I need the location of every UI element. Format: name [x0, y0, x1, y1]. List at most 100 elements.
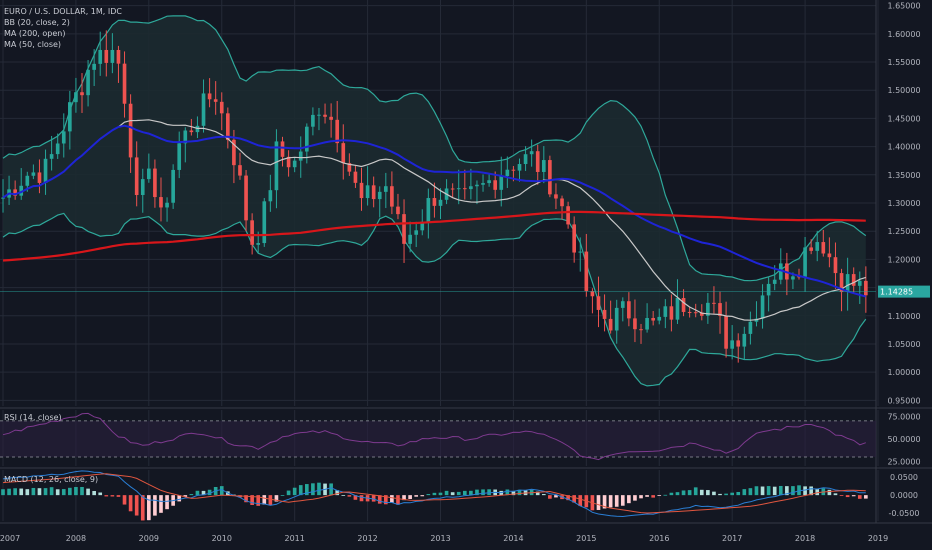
- candle-body: [250, 220, 254, 245]
- candle-body: [469, 186, 473, 190]
- macd-histogram-bar: [554, 495, 558, 498]
- candle-body: [864, 280, 868, 296]
- macd-histogram-bar: [712, 491, 716, 496]
- candle-body: [49, 154, 54, 159]
- macd-histogram-bar: [390, 495, 394, 503]
- rsi-legend: RSI (14, close): [4, 412, 62, 423]
- macd-histogram-bar: [602, 495, 607, 509]
- candle-body: [201, 93, 206, 126]
- ma50-legend[interactable]: MA (50, close): [4, 40, 62, 49]
- candle-body: [189, 130, 194, 133]
- candle-body: [517, 164, 522, 171]
- macd-histogram-bar: [754, 486, 759, 496]
- ma200-legend[interactable]: MA (200, open): [4, 29, 66, 38]
- macd-histogram-bar: [724, 493, 728, 496]
- macd-histogram-bar: [651, 495, 655, 498]
- candle-body: [675, 297, 680, 320]
- candle-body: [55, 143, 60, 155]
- macd-histogram-bar: [487, 489, 491, 496]
- macd-histogram-bar: [61, 489, 66, 496]
- macd-histogram-bar: [183, 495, 188, 497]
- macd-histogram-bar: [195, 490, 200, 496]
- macd-histogram-bar: [383, 495, 388, 505]
- candle-body: [772, 279, 777, 284]
- candle-body: [481, 183, 485, 185]
- candle-body: [791, 276, 795, 280]
- candle-body: [86, 69, 90, 96]
- candle-body: [493, 180, 498, 190]
- price-axis-label: 1.25000: [887, 227, 920, 236]
- macd-histogram-bar: [122, 495, 127, 505]
- price-axis-label: 1.05000: [887, 340, 920, 349]
- price-axis-label: 1.40000: [887, 143, 920, 152]
- macd-histogram-bar: [669, 492, 674, 496]
- time-axis-label: 2013: [430, 534, 450, 543]
- macd-histogram-bar: [845, 495, 850, 498]
- candle-body: [329, 116, 333, 120]
- candle-body: [627, 301, 631, 319]
- candle-body: [13, 189, 17, 196]
- candle-body: [462, 188, 467, 190]
- ma200-line: [2, 210, 866, 262]
- candle-body: [815, 242, 820, 251]
- macd-legend: MACD (12, 26, close, 9): [4, 474, 98, 485]
- rsi-legend-label[interactable]: RSI (14, close): [4, 413, 62, 422]
- macd-histogram-bar: [535, 491, 540, 496]
- bb-legend[interactable]: BB (20, close, 2): [4, 18, 70, 27]
- macd-histogram-bar: [645, 495, 649, 497]
- macd-histogram-bar: [104, 495, 109, 497]
- candle-body: [68, 102, 72, 132]
- candle-body: [140, 179, 145, 196]
- macd-histogram-bar: [864, 495, 868, 499]
- candle-body: [408, 234, 412, 244]
- candle-body: [730, 340, 734, 349]
- macd-axis-label: 0.0500: [890, 473, 918, 482]
- macd-histogram-bar: [19, 488, 24, 496]
- candle-body: [147, 168, 151, 180]
- symbol-title[interactable]: EURO / U.S. DOLLAR, 1M, IDC: [4, 7, 122, 16]
- macd-histogram-bar: [778, 485, 783, 496]
- candle-body: [432, 198, 437, 206]
- macd-histogram-bar: [748, 488, 753, 496]
- candle-body: [232, 139, 236, 166]
- candle-body: [681, 297, 686, 312]
- macd-histogram-bar: [469, 490, 473, 496]
- candle-body: [341, 143, 346, 164]
- macd-histogram-bar: [857, 495, 862, 499]
- candle-body: [584, 251, 589, 292]
- macd-histogram-bar: [511, 490, 516, 496]
- macd-histogram-bar: [426, 494, 431, 496]
- candle-body: [639, 329, 643, 331]
- candle-body: [857, 280, 862, 286]
- macd-histogram-bar: [207, 489, 212, 496]
- candle-body: [207, 93, 212, 100]
- macd-histogram-bar: [481, 489, 485, 496]
- macd-histogram-bar: [566, 495, 570, 501]
- candle-body: [1, 197, 5, 199]
- candle-body: [268, 190, 273, 202]
- macd-histogram-bar: [298, 485, 303, 496]
- macd-histogram-bar: [833, 493, 838, 496]
- candle-body: [778, 263, 783, 280]
- candle-body: [159, 197, 163, 208]
- bollinger-lower-band: [2, 212, 867, 387]
- candle-body: [262, 201, 267, 244]
- macd-histogram-bar: [92, 491, 96, 496]
- candle-body: [699, 312, 704, 316]
- macd-histogram-bar: [402, 495, 406, 501]
- candle-body: [827, 253, 832, 258]
- macd-histogram-bar: [37, 488, 42, 496]
- macd-histogram-bar: [244, 495, 248, 503]
- macd-legend-label[interactable]: MACD (12, 26, close, 9): [4, 475, 99, 484]
- time-axis-label: 2007: [0, 534, 20, 543]
- candle-body: [274, 141, 279, 191]
- macd-histogram-bar: [851, 495, 856, 497]
- macd-histogram-bar: [675, 492, 680, 496]
- candle-body: [298, 151, 303, 161]
- candle-body: [499, 176, 504, 190]
- macd-axis-label: 0.0000: [890, 491, 918, 500]
- candle-body: [25, 175, 30, 186]
- macd-histogram-bar: [311, 483, 315, 496]
- candle-body: [165, 202, 169, 208]
